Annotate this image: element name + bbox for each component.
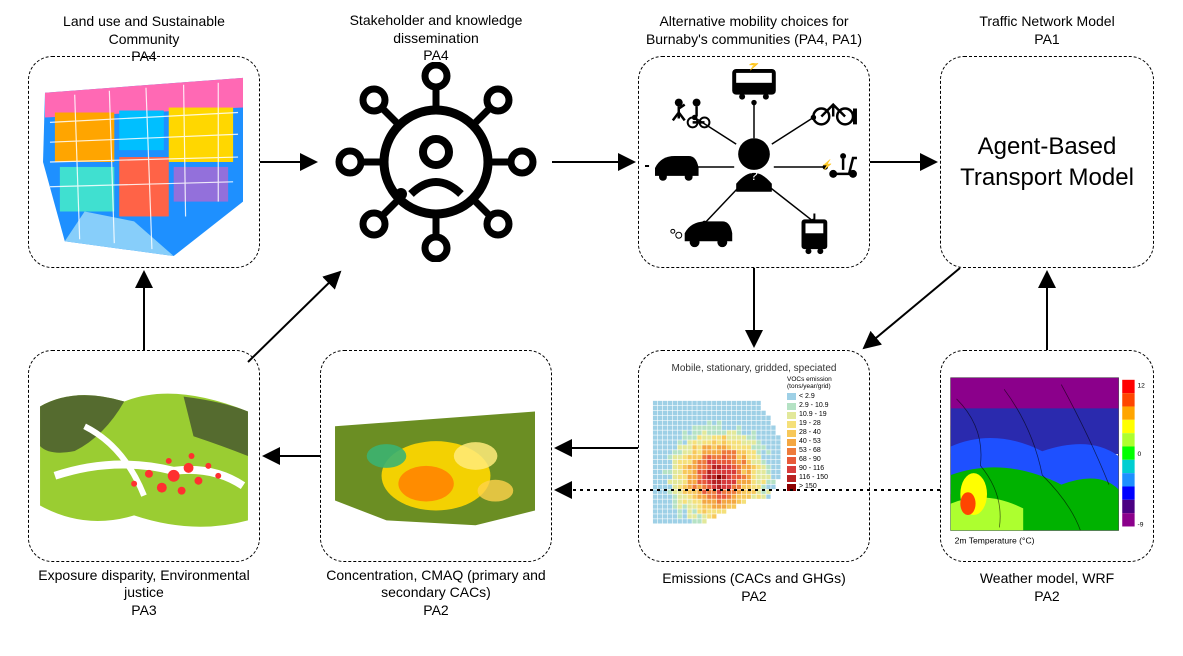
node-concentration: Concentration, CMAQ (primary and seconda… — [320, 350, 552, 562]
emissions-chart-title: Mobile, stationary, gridded, speciated — [649, 363, 859, 374]
legend-swatch — [787, 421, 796, 428]
title-mobility: Alternative mobility choices for Burnaby… — [639, 13, 869, 48]
svg-text:-9: -9 — [1137, 521, 1143, 528]
legend-label: < 2.9 — [799, 393, 815, 401]
title-text2: justice — [124, 584, 164, 600]
title-sub: PA2 — [423, 602, 448, 618]
legend-label: 10.9 - 19 — [799, 411, 827, 419]
legend-swatch — [787, 403, 796, 410]
legend-label: 68 - 90 — [799, 456, 821, 464]
title-sub: PA4 — [131, 48, 156, 64]
node-traffic: Traffic Network Model PA1 Agent-BasedTra… — [940, 56, 1154, 268]
node-exposure: Exposure disparity, Environmental justic… — [28, 350, 260, 562]
title-concentration: Concentration, CMAQ (primary and seconda… — [311, 567, 561, 620]
title-text: Emissions (CACs and GHGs) — [662, 570, 846, 586]
title-emissions: Emissions (CACs and GHGs) PA2 — [639, 570, 869, 605]
title-text: Land use and Sustainable Community — [63, 13, 225, 47]
ev-car-icon — [645, 156, 699, 181]
scooter-icon: ⚡ — [821, 153, 857, 178]
legend-label: 90 - 116 — [799, 465, 824, 473]
legend-row: 68 - 90 — [787, 456, 859, 464]
legend-row: > 150 — [787, 483, 859, 491]
title-sub: PA3 — [131, 602, 156, 618]
title-sub: PA1 — [1034, 31, 1059, 47]
title-traffic: Traffic Network Model PA1 — [941, 13, 1153, 48]
legend-row: 90 - 116 — [787, 465, 859, 473]
legend-label: 40 - 53 — [799, 438, 821, 446]
title-stakeholder: Stakeholder and knowledge dissemination … — [320, 12, 552, 65]
svg-text:⚡: ⚡ — [747, 63, 761, 71]
legend-row: 10.9 - 19 — [787, 411, 859, 419]
title-weather: Weather model, WRF PA2 — [941, 570, 1153, 605]
legend-label: 116 - 150 — [799, 474, 828, 482]
title-text: Stakeholder and knowledge dissemination — [350, 12, 523, 46]
legend-label: 28 - 40 — [799, 429, 821, 437]
title-sub: PA2 — [741, 588, 766, 604]
node-land-use: Land use and Sustainable Community PA4 — [28, 56, 260, 268]
legend-swatch — [787, 457, 796, 464]
legend-label: 19 - 28 — [799, 420, 821, 428]
legend-row: 2.9 - 10.9 — [787, 402, 859, 410]
graphic-concentration — [327, 357, 545, 555]
legend-label: 53 - 68 — [799, 447, 821, 455]
legend-label: > 150 — [799, 483, 817, 491]
tram-icon — [802, 213, 828, 254]
legend-row: 19 - 28 — [787, 420, 859, 428]
graphic-land-use-map — [35, 63, 253, 261]
legend-swatch — [787, 466, 796, 473]
legend-title: VOCs emission (tons/year/grid) — [787, 376, 859, 391]
title-text: Weather model, WRF — [980, 570, 1114, 586]
car-exhaust-icon — [671, 221, 732, 247]
legend-swatch — [787, 448, 796, 455]
bike-icon — [813, 105, 855, 125]
traffic-center-label: Agent-BasedTransport Model — [960, 131, 1134, 193]
legend-row: 53 - 68 — [787, 447, 859, 455]
legend-row: 28 - 40 — [787, 429, 859, 437]
title-sub: Burnaby's communities (PA4, PA1) — [646, 31, 862, 47]
legend-label: 2.9 - 10.9 — [799, 402, 829, 410]
network-person-icon — [326, 62, 546, 262]
legend-swatch — [787, 412, 796, 419]
node-mobility: Alternative mobility choices for Burnaby… — [638, 56, 870, 268]
title-text: Alternative mobility choices for — [659, 13, 848, 29]
walk-icon — [673, 99, 710, 128]
legend-row: 40 - 53 — [787, 438, 859, 446]
node-weather: 12 0 -9 2m Temperature (°C) Weather mode… — [940, 350, 1154, 562]
legend-swatch — [787, 484, 796, 491]
graphic-mobility: ? ⚡ — [645, 63, 863, 261]
title-land-use: Land use and Sustainable Community PA4 — [29, 13, 259, 66]
legend-row: < 2.9 — [787, 393, 859, 401]
title-sub: PA2 — [1034, 588, 1059, 604]
title-sub: PA4 — [423, 47, 448, 63]
legend-row: 116 - 150 — [787, 474, 859, 482]
title-exposure: Exposure disparity, Environmental justic… — [19, 567, 269, 620]
node-emissions: Mobile, stationary, gridded, speciated V… — [638, 350, 870, 562]
graphic-weather: 12 0 -9 2m Temperature (°C) — [947, 357, 1147, 555]
weather-caption: 2m Temperature (°C) — [955, 536, 1035, 546]
legend-swatch — [787, 475, 796, 482]
title-text: Concentration, CMAQ (primary and — [326, 567, 545, 583]
graphic-exposure — [35, 357, 253, 555]
legend-swatch — [787, 439, 796, 446]
title-text: Traffic Network Model — [979, 13, 1114, 29]
legend-swatch — [787, 393, 796, 400]
legend-swatch — [787, 430, 796, 437]
title-text: Exposure disparity, Environmental — [38, 567, 249, 583]
emissions-legend: VOCs emission (tons/year/grid) < 2.92.9 … — [787, 376, 859, 546]
title-text2: secondary CACs) — [381, 584, 491, 600]
svg-text:?: ? — [750, 167, 758, 183]
svg-text:12: 12 — [1137, 382, 1145, 389]
node-stakeholder: Stakeholder and knowledge dissemination … — [320, 56, 552, 268]
graphic-emissions: Mobile, stationary, gridded, speciated V… — [645, 357, 863, 555]
bus-icon: ⚡ — [732, 63, 776, 100]
svg-text:⚡: ⚡ — [821, 159, 833, 171]
svg-text:0: 0 — [1137, 451, 1141, 458]
